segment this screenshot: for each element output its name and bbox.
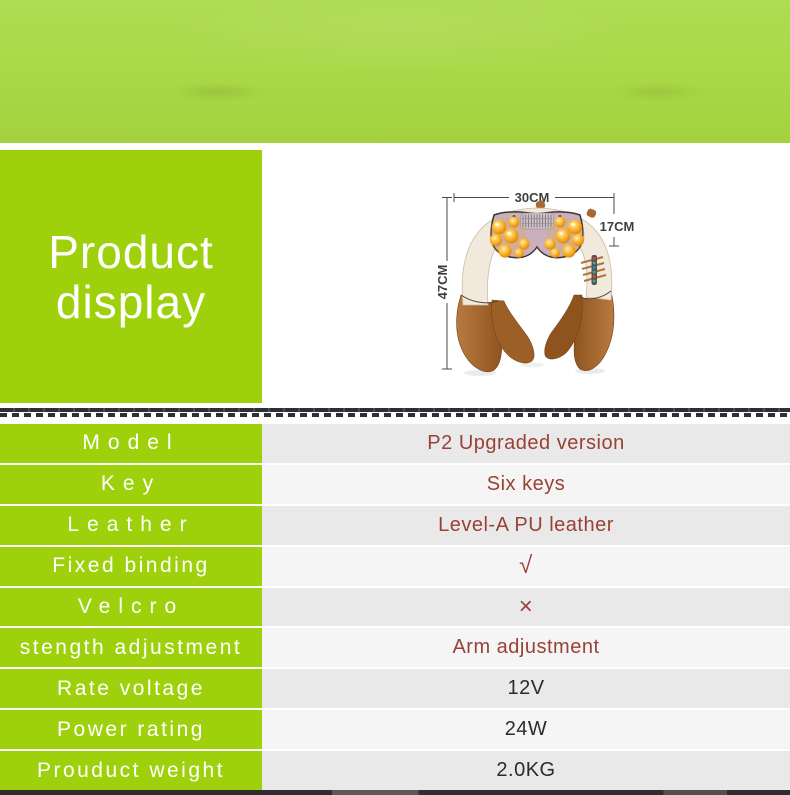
table-row: Power rating 24W xyxy=(0,708,790,750)
next-section-edge xyxy=(0,790,790,795)
spec-value: Six keys xyxy=(262,464,790,504)
neck-massager-illustration: 30CM 17CM 47CM xyxy=(435,190,635,376)
table-row: Model P2 Upgraded version xyxy=(0,424,790,463)
spec-label: Model xyxy=(0,424,262,463)
table-row: Fixed binding √ xyxy=(0,544,790,586)
top-green-banner xyxy=(0,0,790,143)
left-seam xyxy=(460,294,499,304)
spec-value: 2.0KG xyxy=(262,751,790,791)
dimension-17cm-label: 17CM xyxy=(600,219,635,234)
right-inner-strap xyxy=(544,294,583,360)
shadow-center xyxy=(520,362,544,368)
spec-label: Power rating xyxy=(0,710,262,750)
spec-value-check: √ xyxy=(262,546,790,586)
spec-label: Rate voltage xyxy=(0,669,262,709)
product-figure: 30CM 17CM 47CM xyxy=(430,185,660,400)
dimension-47cm-label: 47CM xyxy=(435,265,450,300)
spec-value: Arm adjustment xyxy=(262,628,790,668)
product-display-title-line2: display xyxy=(55,275,207,328)
table-row: Velcro × xyxy=(0,585,790,627)
product-display-title-line1: Product xyxy=(48,225,214,278)
spec-label: Fixed binding xyxy=(0,546,262,586)
spec-value: P2 Upgraded version xyxy=(262,424,790,463)
spec-label: Leather xyxy=(0,505,262,545)
spec-value: 12V xyxy=(262,669,790,709)
dimension-17cm xyxy=(609,197,619,247)
spec-label: Key xyxy=(0,464,262,504)
spec-value: 24W xyxy=(262,710,790,750)
massage-balls-left xyxy=(489,216,530,258)
led-strip xyxy=(591,255,597,285)
spec-label: Prouduct weight xyxy=(0,751,262,791)
table-row: Key Six keys xyxy=(0,462,790,504)
dimension-47cm xyxy=(442,197,452,370)
table-row: Rate voltage 12V xyxy=(0,667,790,709)
product-display-box: Product display xyxy=(0,150,262,403)
spec-label: stength adjustment xyxy=(0,628,262,668)
table-row: Prouduct weight 2.0KG xyxy=(0,749,790,791)
spec-label: Velcro xyxy=(0,587,262,627)
left-inner-strap xyxy=(491,299,535,364)
spec-value: Level-A PU leather xyxy=(262,505,790,545)
spec-table: Model P2 Upgraded version Key Six keys L… xyxy=(0,424,790,791)
hanger-tabs xyxy=(535,200,597,218)
table-row: Leather Level-A PU leather xyxy=(0,503,790,545)
massage-balls-right xyxy=(544,216,585,258)
spec-value-cross: × xyxy=(262,587,790,627)
table-row: stength adjustment Arm adjustment xyxy=(0,626,790,668)
dashed-divider xyxy=(0,408,790,417)
vent-grille xyxy=(520,212,554,230)
right-seam xyxy=(579,290,612,300)
